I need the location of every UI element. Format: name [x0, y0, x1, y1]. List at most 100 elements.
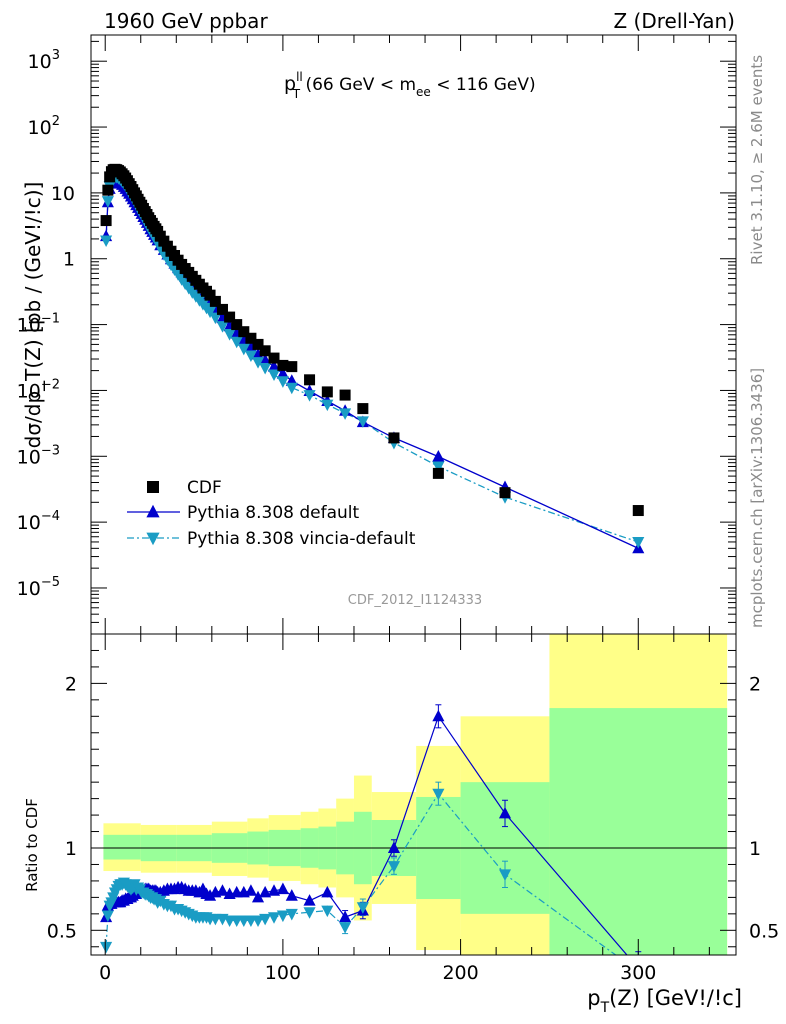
cdf-data-point [304, 374, 316, 386]
main-y-tick-label: 10−3 [17, 443, 60, 468]
ratio-y-tick-label-right: 0.5 [749, 920, 779, 942]
ratio-vincia-marker [251, 915, 265, 928]
cdf-data-point [216, 303, 228, 315]
analysis-watermark: CDF_2012_I1124333 [348, 593, 482, 608]
ratio-vincia-marker [356, 902, 369, 914]
x-tick-label: 100 [265, 962, 301, 984]
vincia-marker [209, 312, 222, 325]
vincia-marker [101, 196, 114, 208]
ratio-vincia-marker [267, 912, 281, 924]
x-tick-label: 0 [99, 962, 111, 984]
ratio-default-marker [251, 890, 265, 903]
cdf-data-point [277, 359, 289, 371]
ratio-default-marker [285, 889, 298, 901]
ratio-default-marker [276, 882, 289, 895]
ratio-default-marker [498, 806, 512, 819]
ratio-y-axis-label: Ratio to CDF [23, 798, 41, 892]
legend-marker-down [146, 532, 160, 546]
vincia-marker [244, 350, 257, 363]
vincia-marker [303, 390, 316, 402]
legend-marker-square [147, 481, 159, 493]
default-marker [432, 449, 445, 462]
ratio-default-marker [203, 889, 217, 901]
cdf-data-point [339, 389, 351, 401]
cdf-data-point [209, 295, 221, 307]
x-tick-label: 300 [620, 962, 656, 984]
ratio-vincia-marker [498, 869, 512, 881]
vincia-marker [339, 408, 352, 420]
ratio-vincia-marker [285, 908, 298, 921]
cdf-data-point [100, 215, 112, 227]
main-y-tick-label: 10−1 [17, 312, 60, 337]
cdf-data-point [204, 289, 216, 301]
default-marker [259, 353, 272, 365]
cdf-data-point [238, 326, 250, 338]
ratio-default-marker [387, 841, 401, 853]
ratio-default-marker [321, 885, 334, 898]
cdf-data-point [252, 338, 264, 350]
main-y-tick-label: 103 [28, 48, 60, 73]
cdf-data-point [321, 386, 333, 398]
vincia-marker [230, 336, 243, 349]
cdf-data-point [388, 432, 400, 444]
ratio-vincia-marker [276, 910, 289, 923]
main-y-tick-label: 102 [28, 114, 60, 139]
x-tick-label: 200 [442, 962, 478, 984]
ratio-default-marker [303, 894, 316, 906]
vincia-marker [251, 357, 265, 369]
vincia-marker [356, 416, 369, 428]
cdf-data-point [632, 505, 644, 517]
ratio-axis-layer: 0 100 200 300 0.5 0.5 1 1 2 2 [47, 634, 779, 984]
legend-label: CDF [187, 478, 222, 498]
ratio-y-tick-label-left: 1 [65, 838, 77, 860]
vincia-marker [100, 235, 113, 247]
main-series-layer [100, 163, 645, 554]
ratio-series-layer [91, 704, 736, 955]
default-marker [267, 360, 281, 372]
vincia-marker [223, 329, 236, 341]
ratio-uncertainty-bands [103, 634, 728, 955]
main-y-tick-label: 10−5 [17, 575, 60, 600]
ratio-plot-frame [90, 633, 737, 956]
vincia-marker [216, 321, 229, 333]
inner-uncertainty-band [103, 834, 141, 860]
main-y-tick-label: 10 [51, 183, 75, 205]
default-curve [105, 180, 639, 549]
ratio-vincia-marker [387, 861, 401, 873]
x-axis-label: pT(Z) [GeV!/!c] [587, 986, 742, 1016]
ratio-default-marker [216, 884, 229, 896]
cdf-data-point [499, 487, 511, 499]
cdf-data-point [102, 184, 114, 196]
default-marker [276, 367, 289, 379]
vincia-marker [276, 376, 289, 388]
header-left-label: 1960 GeV ppbar [104, 9, 268, 33]
cdf-data-point [268, 352, 280, 364]
vincia-marker [432, 461, 445, 474]
header-right-label: Z (Drell-Yan) [613, 9, 735, 33]
vincia-marker [321, 399, 334, 412]
legend-label: Pythia 8.308 default [187, 503, 360, 523]
ratio-y-tick-label-left: 2 [65, 673, 77, 695]
ratio-y-tick-label-left: 0.5 [47, 920, 77, 942]
vincia-marker [267, 369, 281, 382]
cdf-data-point [286, 361, 298, 373]
ratio-vincia-marker [101, 910, 114, 923]
main-y-tick-label: 10−2 [17, 377, 60, 402]
ratio-default-marker [244, 884, 257, 896]
cdf-data-point [231, 319, 243, 331]
ratio-default-marker [267, 884, 281, 896]
default-marker [251, 348, 265, 360]
rivet-version-label: Rivet 3.1.10, ≥ 2.6M events [748, 55, 766, 265]
ratio-vincia-marker [259, 913, 272, 926]
vincia-curve [105, 176, 639, 543]
ratio-vincia-marker [432, 788, 445, 801]
legend: CDF Pythia 8.308 default Pythia 8.308 vinc… [127, 478, 416, 549]
legend-marker-up [146, 504, 160, 518]
vincia-marker [632, 537, 645, 549]
cdf-data-point [357, 403, 369, 415]
vincia-marker [259, 362, 272, 375]
legend-label: Pythia 8.308 vincia-default [187, 529, 416, 549]
ratio-default-marker [339, 910, 352, 923]
